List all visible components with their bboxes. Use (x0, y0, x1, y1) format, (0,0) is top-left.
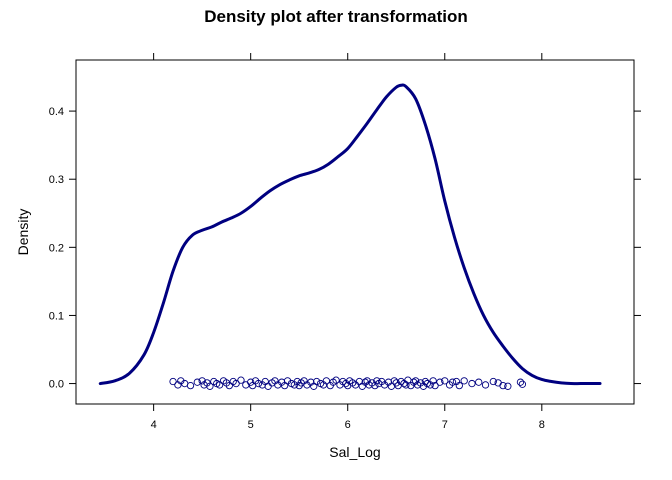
rug-point (421, 377, 430, 386)
chart-title: Density plot after transformation (204, 7, 468, 26)
rug-point (390, 377, 398, 385)
y-tick-label: 0.3 (49, 174, 64, 186)
y-axis-left-ticks: 0.0 0.1 0.2 0.3 0.4 (49, 106, 76, 391)
y-tick-label: 0.1 (49, 310, 64, 322)
rug-point (499, 381, 507, 390)
rug-point (429, 377, 437, 385)
y-tick-label: 0.0 (49, 379, 64, 391)
rug-point (518, 380, 527, 388)
rug-point (402, 381, 410, 389)
rug-point (412, 377, 420, 385)
rug-point (332, 376, 340, 384)
y-tick-label: 0.4 (49, 106, 64, 118)
rug-point (481, 381, 490, 389)
rug-point (264, 382, 272, 390)
density-curve (98, 83, 602, 386)
y-axis-right-ticks (634, 110, 641, 385)
rug-point (193, 378, 201, 386)
rug-point (293, 377, 301, 386)
rug-point (455, 381, 463, 390)
plot-frame (75, 59, 635, 405)
rug-point (232, 379, 240, 388)
rug-point (242, 381, 250, 389)
rug-point (215, 381, 224, 389)
rug-point (468, 379, 476, 388)
x-axis-bottom-ticks: 4 5 6 7 8 (151, 404, 545, 431)
rug-point (206, 382, 214, 390)
rug-point (169, 377, 177, 386)
rug-point (436, 378, 444, 386)
rug-point (225, 381, 233, 390)
density-curve-layer (98, 83, 602, 386)
rug-point (198, 377, 206, 385)
rug-point (504, 382, 512, 390)
y-axis-label: Density (15, 209, 31, 256)
y-tick-label: 0.2 (49, 242, 64, 254)
rug-point (431, 381, 439, 390)
rug-point (387, 382, 396, 390)
rug-point (516, 378, 525, 386)
x-tick-label: 5 (248, 419, 254, 431)
x-tick-label: 4 (151, 419, 157, 431)
rug-point (489, 377, 497, 386)
rug-point (313, 377, 321, 386)
rug-point (237, 376, 245, 384)
rug-point (363, 377, 371, 385)
rug-point (475, 378, 483, 386)
rug-point (460, 377, 468, 385)
x-tick-label: 8 (539, 419, 545, 431)
rug-point (371, 381, 379, 390)
rug-point (254, 379, 263, 388)
rug-point (448, 378, 457, 386)
rug-point (186, 381, 195, 390)
x-axis-top-ticks (153, 53, 543, 60)
x-tick-label: 7 (442, 419, 448, 431)
rug-point (441, 377, 449, 385)
rug-points-layer (169, 376, 527, 390)
x-tick-label: 6 (345, 419, 351, 431)
rug-point (322, 377, 331, 385)
x-axis-label: Sal_Log (329, 444, 380, 460)
